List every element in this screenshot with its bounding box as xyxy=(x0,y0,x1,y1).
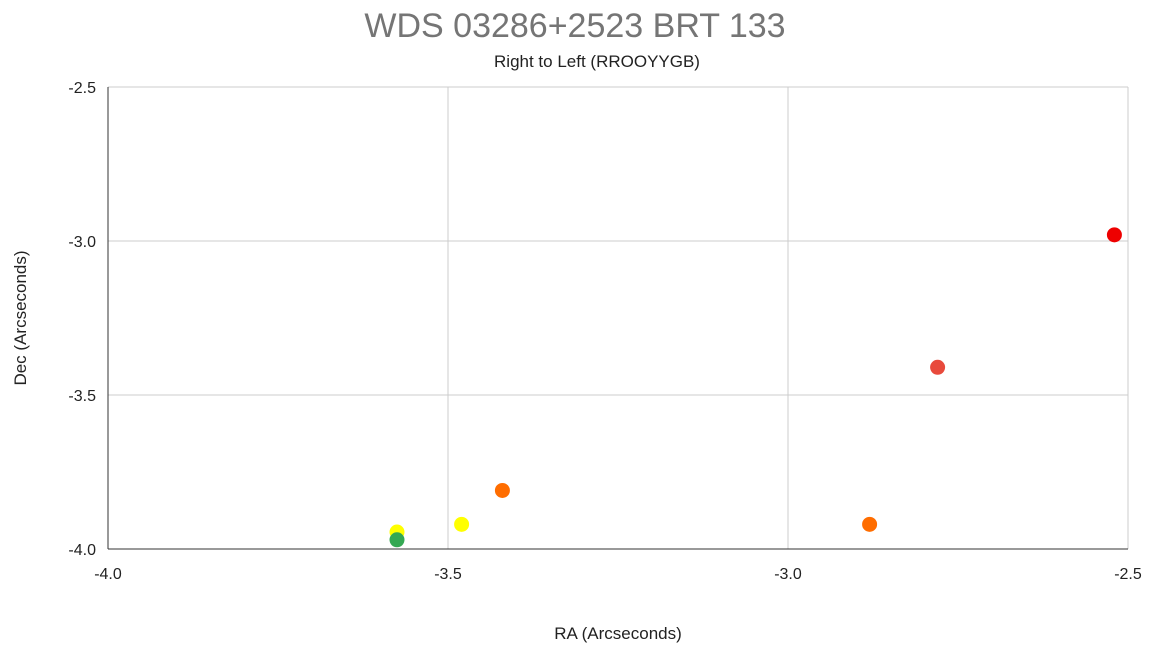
data-point xyxy=(389,532,405,548)
chart-subtitle: Right to Left (RROOYYGB) xyxy=(494,52,700,71)
data-points xyxy=(389,227,1122,548)
y-tick-label: -4.0 xyxy=(68,542,96,559)
data-point xyxy=(930,359,946,375)
y-tick-label: -3.5 xyxy=(68,388,96,405)
data-point xyxy=(494,482,510,498)
data-point xyxy=(1106,227,1122,243)
x-tick-label: -2.5 xyxy=(1114,566,1142,583)
x-tick-label: -4.0 xyxy=(94,566,122,583)
tick-labels: -4.0 -3.5 -3.0 -2.5 -2.5 -3.0 -3.5 -4.0 xyxy=(68,80,1141,583)
y-axis-title: Dec (Arcseconds) xyxy=(11,250,30,385)
axes xyxy=(107,87,1128,550)
data-point xyxy=(862,516,878,532)
x-tick-label: -3.0 xyxy=(774,566,802,583)
data-point xyxy=(454,516,470,532)
grid-lines xyxy=(108,86,1129,549)
x-axis-title: RA (Arcseconds) xyxy=(554,624,682,643)
y-tick-label: -2.5 xyxy=(68,80,96,97)
x-tick-label: -3.5 xyxy=(434,566,462,583)
chart-title: WDS 03286+2523 BRT 133 xyxy=(364,7,785,45)
y-tick-label: -3.0 xyxy=(68,234,96,251)
